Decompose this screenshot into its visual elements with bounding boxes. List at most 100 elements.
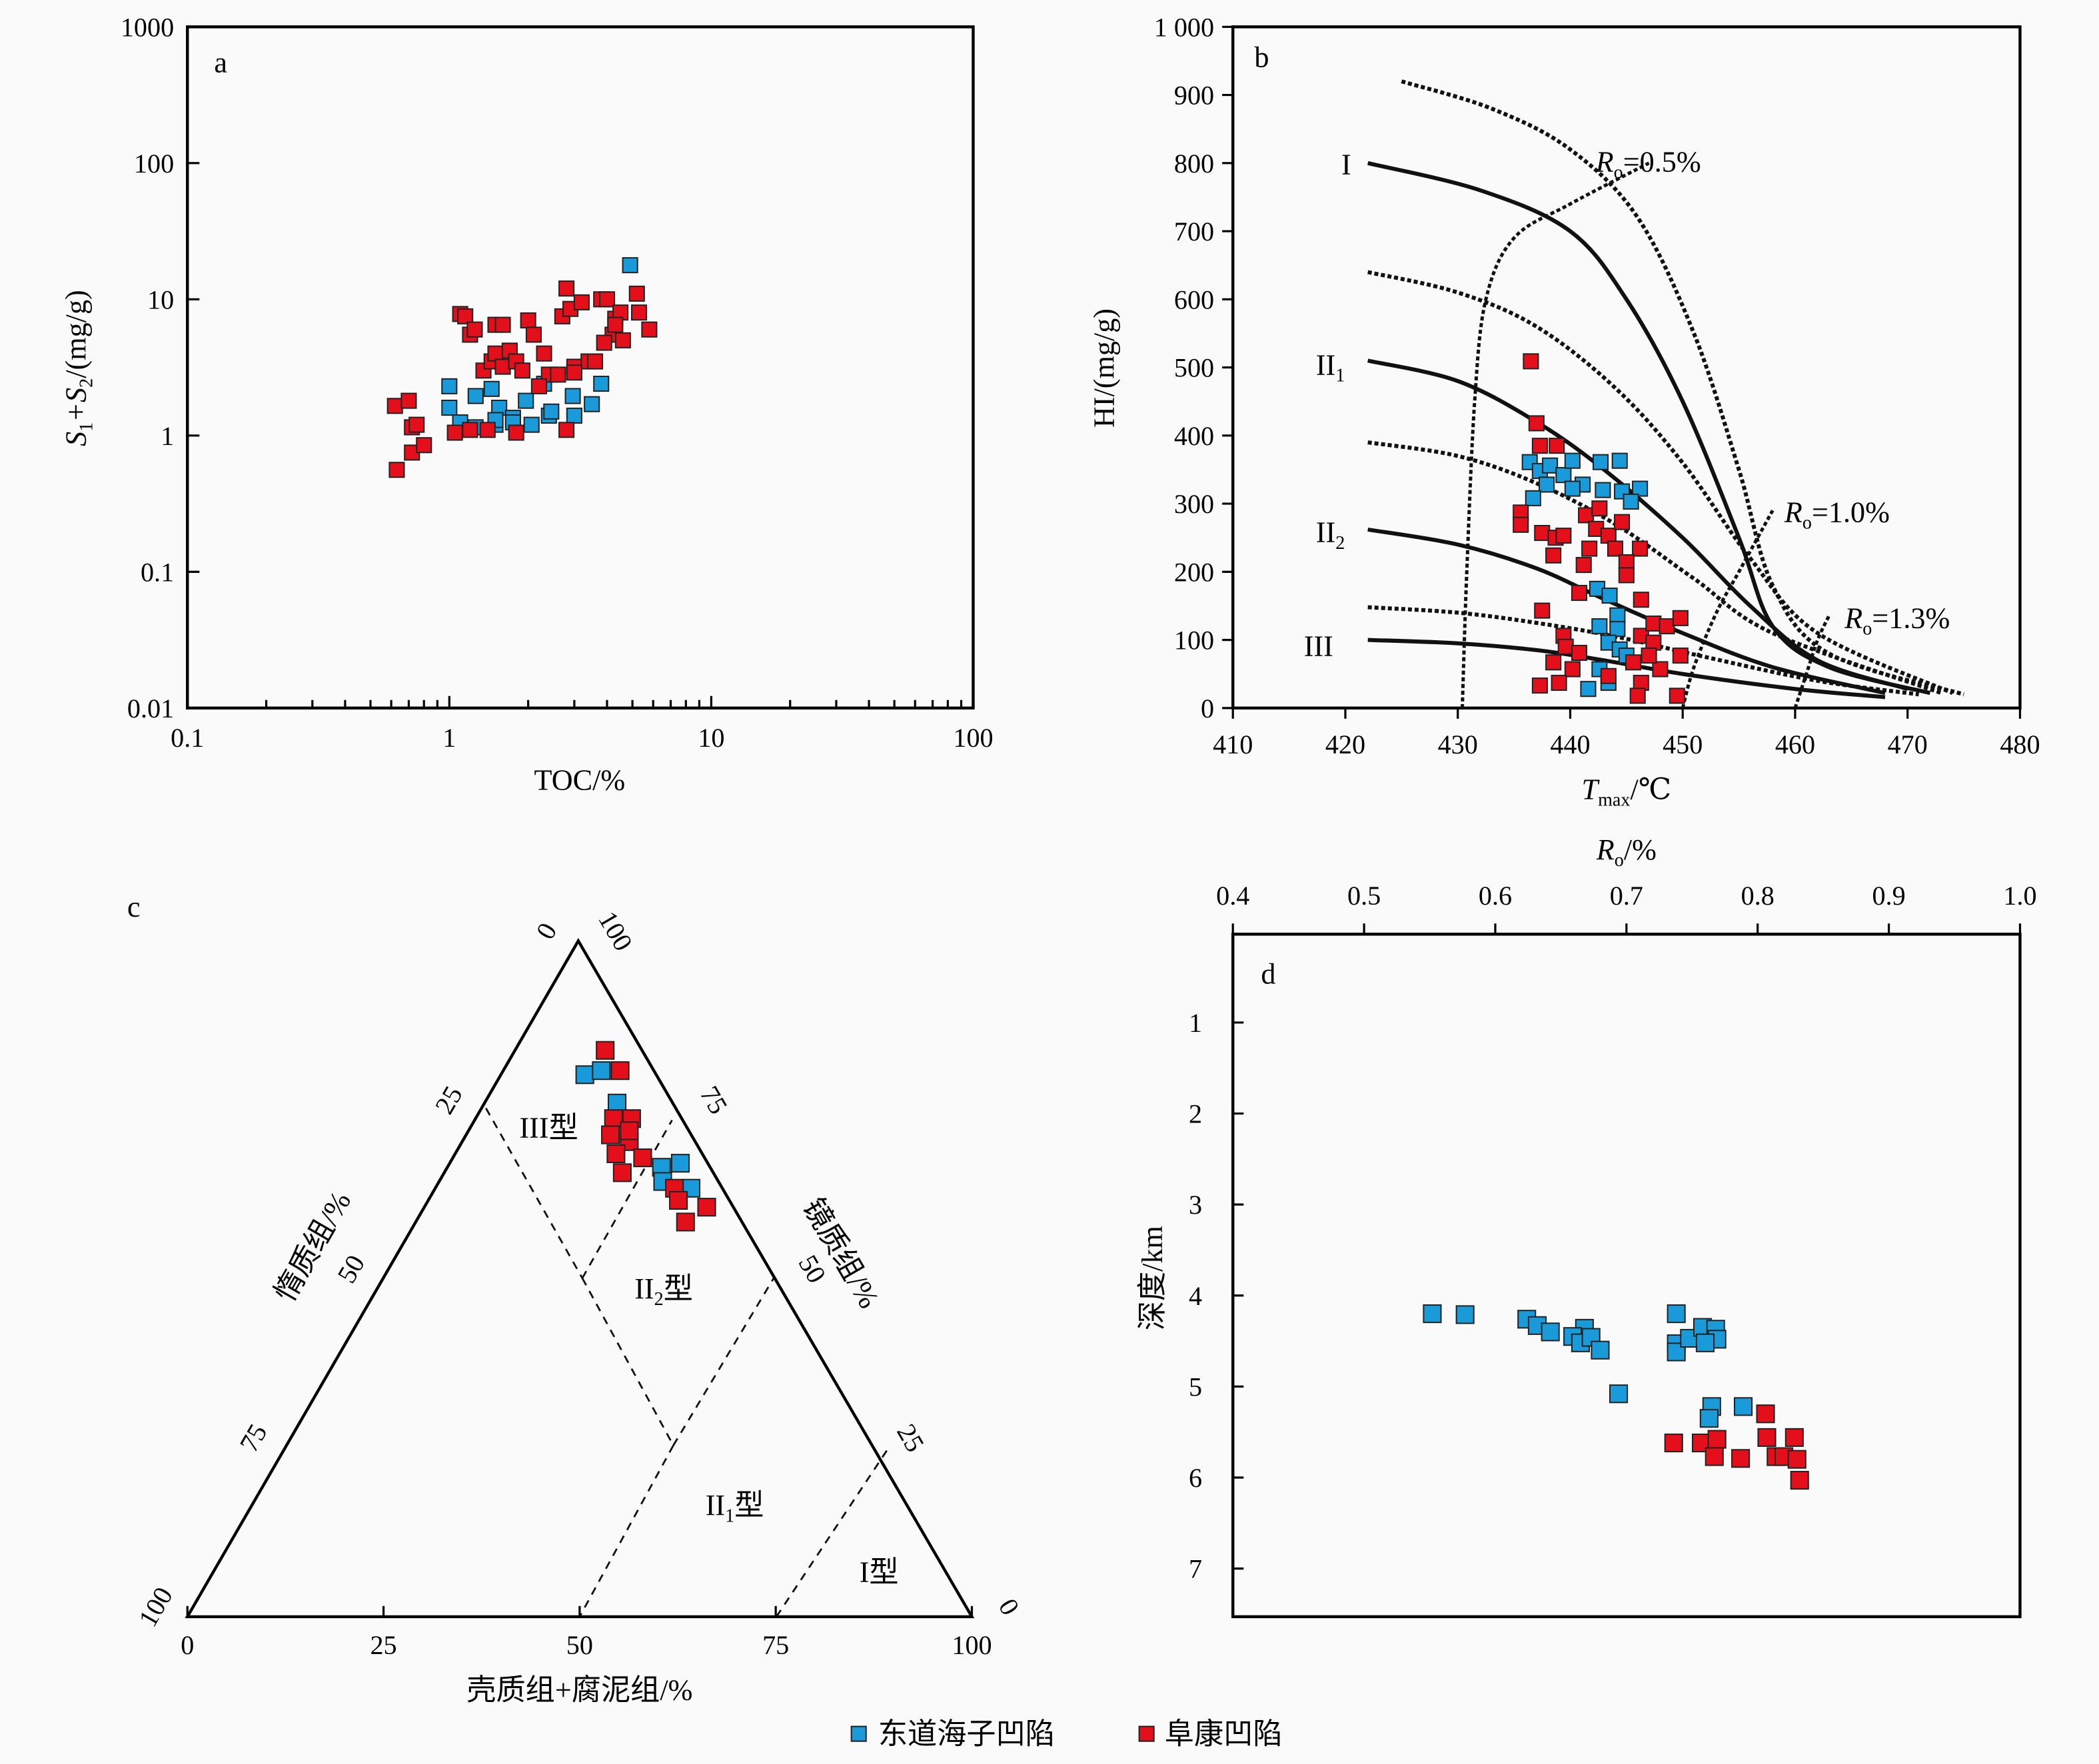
point-a [566,364,582,381]
point-b [1600,667,1617,684]
point-b [1564,452,1581,469]
point-b [1528,415,1545,432]
point-a [607,316,624,333]
point-b [1581,540,1598,557]
panel-b-letter: b [1254,41,1269,74]
point-b [1595,482,1611,498]
point-a [467,388,484,404]
point-c [607,1093,627,1112]
point-b [1534,524,1551,542]
y-tick-label: 3 [1189,1190,1202,1220]
ro-line [1793,615,1830,709]
legend-label-red: 阜康凹陷 [1165,1718,1283,1751]
point-a [558,422,575,438]
point-a [494,358,511,375]
point-a [483,380,500,397]
point-a [622,257,638,274]
point-c [669,1190,688,1210]
point-b [1542,457,1559,474]
point-a [441,400,458,416]
panel-d-xlabel: Ro/% [1596,833,1657,871]
point-b [1609,621,1626,638]
point-b [1545,654,1562,671]
region-III: III型 [519,1112,578,1144]
y-tick-label: 100 [1174,626,1214,656]
point-a [514,362,530,379]
y-tick-label: 800 [1174,149,1214,179]
ro-label-1.3: Ro=1.3% [1844,602,1950,639]
point-b [1580,681,1597,697]
point-c [610,1061,630,1081]
y-tick-label: 4 [1189,1281,1202,1311]
point-b [1652,661,1669,677]
point-c [633,1148,652,1168]
ro-line [1681,510,1774,709]
ro-label-1.0: Ro=1.0% [1784,496,1890,534]
point-d [1734,1397,1753,1416]
point-a [543,403,560,420]
y-tick-label: 0 [1201,693,1214,723]
point-d [1667,1304,1686,1324]
point-c [601,1125,620,1144]
point-a [550,366,566,383]
point-d [1695,1333,1715,1352]
ternary-left-tick-label: 50 [331,1250,370,1288]
point-d [1591,1340,1610,1360]
kerogen-curve-dashed-2 [1367,270,1954,695]
panel-d-frame [1231,933,2022,1619]
ternary-bottom-label: 壳质组+腐泥组/% [466,1673,692,1706]
point-b [1551,674,1567,691]
point-b [1629,687,1646,704]
point-b [1592,454,1609,470]
point-b [1571,644,1588,662]
point-c [606,1144,626,1164]
y-tick-label: 100 [134,149,174,179]
x-tick-label: 0.1 [171,723,204,753]
point-a [598,291,616,308]
panel-a: a TOC/% S1+S2/(mg/g) 0.1 1 10 1000.010.1110… [60,12,994,796]
point-b [1623,493,1639,510]
curve-label-I: I [1341,148,1351,181]
region-I: I型 [860,1556,899,1589]
ro-line [1460,161,1650,708]
point-b [1614,514,1631,530]
point-b [1607,540,1624,557]
region-II1: II1型 [706,1489,764,1526]
panel-a-ylabel: S1+S2/(mg/g) [60,290,97,446]
point-d [1699,1409,1719,1428]
kerogen-curve-III [1367,638,1886,699]
x-tick-label: 450 [1663,729,1703,759]
point-a [536,345,552,362]
point-a [408,416,425,433]
panel-b: b Tmax/℃ HI/(mg/g) I II1 II2 III Ro=0.5%… [1087,12,2040,810]
ternary-bottom-tick-label: 50 [566,1630,593,1660]
kerogen-curves [1367,79,1964,709]
ternary-left-label: 惰质组/% [269,1186,357,1307]
kerogen-curve-dashed-4 [1367,605,1920,697]
ternary-boundaries [485,1107,892,1617]
point-b [1545,547,1562,564]
point-c [596,1041,615,1060]
ternary-left-tick-label: 100 [133,1582,179,1632]
point-b [1513,516,1529,533]
point-c [670,1154,690,1173]
ternary-left-tick-label: 0 [530,918,563,945]
panel-d-ylabel: 深度/km [1136,1226,1169,1330]
legend-label-blue: 东道海子凹陷 [878,1718,1055,1751]
point-a [400,392,417,409]
point-a [479,422,496,438]
point-c [592,1061,611,1081]
ternary-bottom-tick-label: 25 [370,1630,396,1660]
x-tick-label: 10 [698,723,724,753]
point-a [525,326,542,343]
point-b [1555,467,1572,484]
ternary-bottom-tick-label: 75 [762,1630,789,1660]
kerogen-curve-dashed-3 [1367,440,1942,695]
point-d [1705,1447,1724,1466]
y-tick-label: 0.01 [127,693,174,723]
point-a [641,321,658,338]
point-b [1557,638,1574,655]
point-a [520,312,536,329]
point-b [1525,490,1541,506]
